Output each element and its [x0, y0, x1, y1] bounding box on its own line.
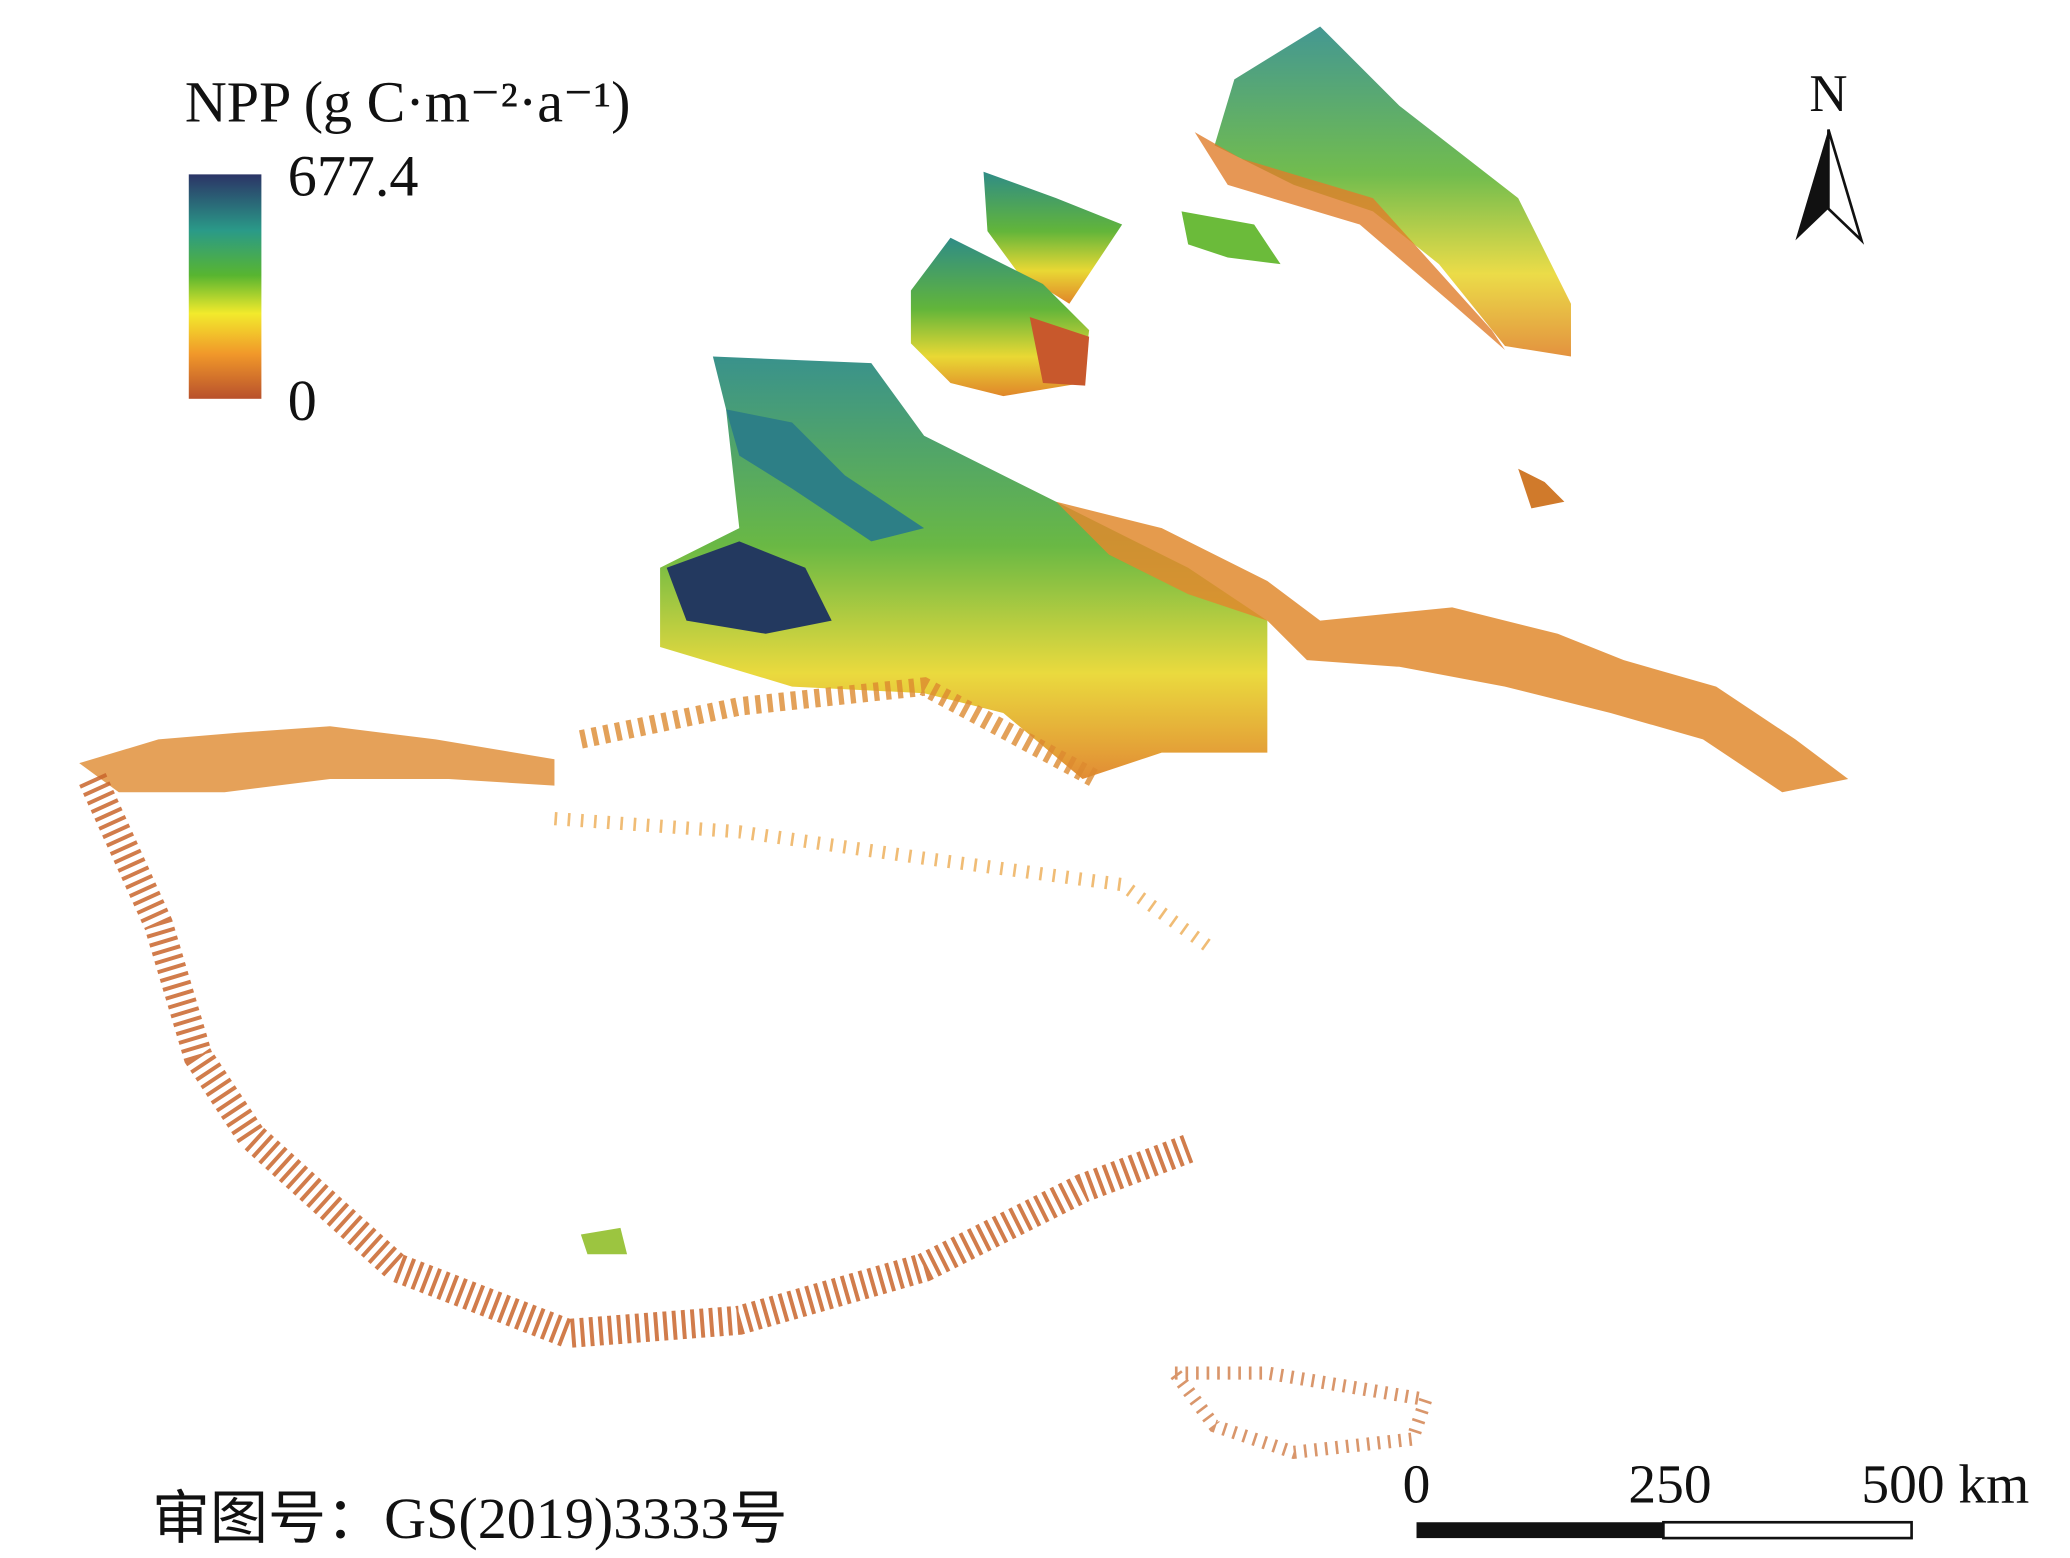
north-arrow: N: [1795, 65, 1865, 245]
legend-max: 677.4: [288, 143, 419, 208]
scale-label: 500 km: [1861, 1453, 2029, 1514]
map-regions: [79, 26, 1849, 1459]
north-label: N: [1809, 65, 1847, 123]
scale-label: 0: [1403, 1453, 1431, 1514]
approval-number: 审图号：GS(2019)3333号: [152, 1486, 788, 1551]
legend-gradient: [188, 174, 262, 399]
legend-min: 0: [288, 368, 317, 433]
scale-label: 250: [1628, 1453, 1711, 1514]
scale-bar: 0 250 500 km: [1403, 1453, 2029, 1540]
legend: NPP (g C·m⁻²·a⁻¹) 677.4 0: [185, 70, 631, 433]
legend-title: NPP (g C·m⁻²·a⁻¹): [185, 70, 631, 135]
